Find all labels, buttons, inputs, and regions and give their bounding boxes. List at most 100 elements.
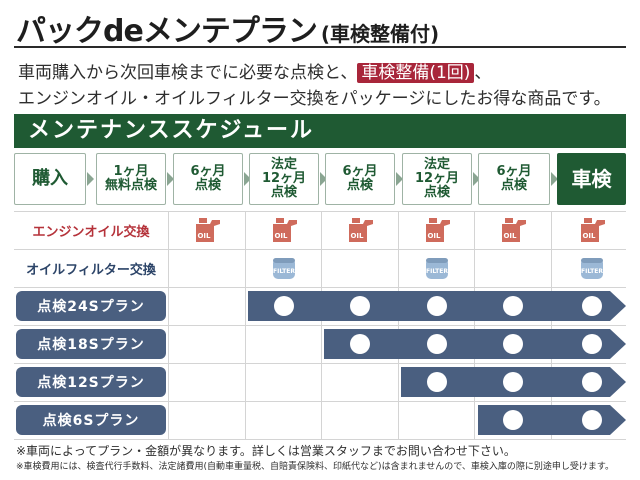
schedule-step-line-1: 法定 — [270, 157, 297, 172]
oil-can-icon: OIL — [192, 216, 222, 244]
check-circle-icon — [274, 296, 294, 316]
grid-vline — [245, 211, 246, 439]
check-circle-icon — [503, 296, 523, 316]
arrow-right-icon — [167, 172, 174, 186]
schedule-step-line-1: 1ヶ月 — [113, 164, 149, 179]
oil-change-label: エンジンオイル交換 — [32, 224, 150, 240]
check-circle-icon — [582, 296, 602, 316]
oil-icon-text: OIL — [274, 232, 288, 240]
schedule-step-4: 法定 12ヶ月 点検 — [249, 153, 319, 205]
intro-text: 車両購入から次回車検までに必要な点検と、 車検整備(1回)、 エンジンオイル・オイ… — [18, 60, 628, 112]
filter-icon-text: FILTER — [426, 268, 448, 275]
title-divider — [14, 46, 626, 48]
intro-line-1-before: 車両購入から次回車検までに必要な点検と、 — [18, 63, 358, 83]
oil-icon-text: OIL — [582, 232, 596, 240]
intro-line-1: 車両購入から次回車検までに必要な点検と、 車検整備(1回)、 — [18, 60, 628, 86]
plan-label-3: 点検12Sプラン — [16, 367, 166, 397]
intro-highlight-badge: 車検整備(1回) — [357, 63, 475, 83]
schedule-step-line-1: 車検 — [571, 167, 612, 191]
schedule-step-line-2: 点検 — [194, 178, 221, 193]
schedule-step-line-1: 6ヶ月 — [496, 164, 532, 179]
check-circle-icon — [197, 296, 217, 316]
arrow-right-icon — [396, 172, 403, 186]
filter-icon-text: FILTER — [273, 268, 295, 275]
check-circle-icon — [582, 410, 602, 430]
oil-filter-icon: FILTER — [424, 255, 450, 281]
schedule-step-line-2: 12ヶ月 — [414, 171, 460, 186]
plan-grid: エンジンオイル交換 オイルフィルター交換 OIL OIL OIL OIL OIL OIL F… — [14, 211, 626, 440]
page-title: パックdeメンテプラン (車検整備付) — [16, 6, 440, 49]
grid-hline — [14, 287, 626, 288]
grid-hline — [14, 249, 626, 250]
oil-icon-text: OIL — [350, 232, 364, 240]
check-circle-icon — [427, 372, 447, 392]
oil-icon-text: OIL — [503, 232, 517, 240]
footnote-1: ※車両によってプラン・金額が異なります。詳しくは営業スタッフまでお問い合わせ下さ… — [16, 444, 516, 458]
oil-can-icon: OIL — [422, 216, 452, 244]
title-main: パックdeメンテプラン — [16, 14, 318, 49]
oil-can-icon: OIL — [345, 216, 375, 244]
schedule-step-line-2: 点検 — [500, 178, 527, 193]
schedule-banner: メンテナンススケジュール — [14, 114, 626, 148]
check-circle-icon — [503, 334, 523, 354]
filter-change-label: オイルフィルター交換 — [26, 262, 156, 278]
schedule-step-line-3: 点検 — [270, 185, 297, 200]
grid-hline — [14, 401, 626, 402]
schedule-step-6: 法定 12ヶ月 点検 — [402, 153, 472, 205]
oil-filter-icon: FILTER — [271, 255, 297, 281]
footnotes: ※車両によってプラン・金額が異なります。詳しくは営業スタッフまでお問い合わせ下さ… — [16, 443, 628, 474]
grid-hline — [14, 325, 626, 326]
schedule-step-7: 6ヶ月 点検 — [478, 153, 550, 205]
oil-can-icon: OIL — [498, 216, 528, 244]
check-circle-icon — [503, 372, 523, 392]
schedule-step-line-1: 6ヶ月 — [342, 164, 378, 179]
oil-filter-icon: FILTER — [579, 255, 605, 281]
check-circle-icon — [503, 410, 523, 430]
plan-label-2: 点検18Sプラン — [16, 329, 166, 359]
plan-label-1: 点検24Sプラン — [16, 291, 166, 321]
oil-can-icon: OIL — [269, 216, 299, 244]
plan-coverage-bar — [324, 329, 626, 359]
check-circle-icon — [427, 296, 447, 316]
grid-vline — [321, 211, 322, 439]
schedule-step-line-2: 12ヶ月 — [261, 171, 307, 186]
grid-hline — [14, 211, 626, 212]
schedule-step-line-2: 無料点検 — [104, 178, 157, 193]
schedule-step-2: 1ヶ月 無料点検 — [96, 153, 166, 205]
grid-vline — [398, 211, 399, 439]
title-sub: (車検整備付) — [320, 22, 440, 46]
grid-hline — [14, 363, 626, 364]
filter-icon-text: FILTER — [581, 268, 603, 275]
grid-vline — [551, 211, 552, 439]
intro-line-1-after: 、 — [474, 63, 492, 83]
arrow-right-icon — [87, 172, 94, 186]
oil-icon-text: OIL — [197, 232, 211, 240]
arrow-right-icon — [320, 172, 327, 186]
schedule-step-5: 6ヶ月 点検 — [325, 153, 395, 205]
plan-label-4: 点検6Sプラン — [16, 405, 166, 435]
schedule-steps: 購入 1ヶ月 無料点検 6ヶ月 点検 法定 12ヶ月 点検 6ヶ月 点検 法定 12ヶ月 点検 6ヶ月 点検… — [14, 153, 626, 205]
schedule-step-line-1: 6ヶ月 — [190, 164, 226, 179]
schedule-step-line-1: 購入 — [32, 168, 68, 189]
oil-icon-text: OIL — [427, 232, 441, 240]
arrow-right-icon — [473, 172, 480, 186]
check-circle-icon — [582, 334, 602, 354]
schedule-step-line-2: 点検 — [346, 178, 373, 193]
check-circle-icon — [274, 334, 294, 354]
arrow-right-icon — [551, 172, 558, 186]
check-circle-icon — [350, 296, 370, 316]
check-circle-icon — [582, 372, 602, 392]
grid-vline — [168, 211, 169, 439]
schedule-step-3: 6ヶ月 点検 — [173, 153, 243, 205]
schedule-step-8: 車検 — [557, 153, 626, 205]
schedule-step-1: 購入 — [14, 153, 86, 205]
check-circle-icon — [350, 334, 370, 354]
plan-coverage-bar — [478, 405, 626, 435]
grid-vline — [474, 211, 475, 439]
schedule-step-line-3: 点検 — [423, 185, 450, 200]
footnote-2: ※車検費用には、検査代行手数料、法定諸費用(自動車重量税、自賠責保険料、印紙代な… — [16, 462, 615, 472]
oil-can-icon: OIL — [577, 216, 607, 244]
schedule-step-line-1: 法定 — [423, 157, 450, 172]
grid-hline — [14, 439, 626, 440]
arrow-right-icon — [244, 172, 251, 186]
